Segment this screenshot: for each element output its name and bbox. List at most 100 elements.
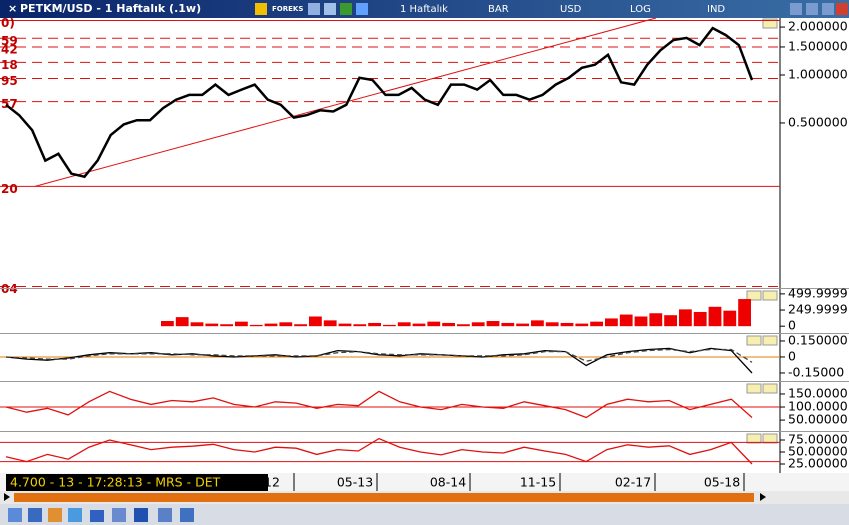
volume-bar	[294, 324, 307, 327]
volume-bar	[161, 321, 174, 327]
tool-icon[interactable]	[112, 508, 126, 522]
volume-bar	[590, 321, 603, 327]
panel-button	[746, 335, 762, 346]
volume-bar	[575, 323, 589, 327]
series-line	[5, 26, 754, 179]
time-label: 12	[264, 475, 280, 490]
volume-bar	[338, 323, 352, 327]
y-tick-label: 25.00000	[788, 456, 848, 471]
volume-bar	[205, 323, 219, 327]
volume-bar	[442, 322, 455, 327]
volume-bar	[397, 322, 411, 327]
level-label: 20	[1, 182, 18, 196]
volume-bar	[353, 324, 367, 327]
volume-bar	[649, 313, 663, 327]
tool-icon[interactable]	[158, 508, 172, 522]
status-box	[6, 474, 268, 491]
level-label: 04	[1, 282, 18, 296]
series-line	[5, 348, 753, 363]
tool-icon[interactable]	[90, 510, 104, 522]
level-label: 42	[1, 42, 18, 56]
volume-bar	[560, 322, 574, 327]
volume-bar	[531, 320, 544, 327]
level-label: 18	[1, 58, 18, 72]
toolbar-icon[interactable]	[255, 3, 267, 15]
panel-button	[762, 18, 778, 29]
volume-bar	[634, 316, 648, 327]
chart-area	[0, 18, 849, 473]
window-title: PETKM/USD - 1 Haftalık (.1w)	[20, 2, 201, 15]
volume-bar	[190, 322, 204, 327]
maximize-button[interactable]	[822, 3, 834, 15]
tool-icon[interactable]	[68, 508, 82, 522]
time-label: 02-17	[615, 475, 651, 490]
title-bar	[0, 0, 849, 18]
toolbar-icon[interactable]	[340, 3, 352, 15]
level-label: 95	[1, 74, 18, 88]
volume-bar	[427, 321, 441, 327]
series-line	[5, 390, 753, 419]
y-tick-label: 0	[788, 348, 796, 363]
volume-bar	[264, 323, 278, 327]
scrollbar-thumb[interactable]	[14, 493, 754, 502]
tool-icon[interactable]	[28, 508, 42, 522]
y-tick-label: 249.9999	[788, 302, 848, 317]
volume-bar	[708, 306, 722, 327]
y-tick-label: 50.00000	[788, 444, 848, 459]
volume-bar	[220, 324, 233, 327]
volume-bar	[457, 324, 470, 327]
toolbar-icon[interactable]	[356, 3, 368, 15]
volume-bar	[501, 322, 515, 327]
toolbar-icon[interactable]	[308, 3, 320, 15]
volume-bar	[412, 323, 426, 327]
volume-bar	[679, 309, 692, 327]
volume-bar	[471, 322, 485, 327]
volume-bar	[738, 299, 751, 327]
volume-bar	[516, 323, 529, 327]
tool-icon[interactable]	[180, 508, 194, 522]
volume-bar	[619, 314, 633, 327]
y-tick-label: 0	[788, 318, 796, 333]
toolbar-item: USD	[560, 4, 582, 15]
toolbar-icon[interactable]	[324, 3, 336, 15]
toolbar-item: IND	[707, 4, 725, 15]
y-tick-label: 0.500000	[788, 114, 848, 129]
level-label: 0)	[1, 16, 15, 30]
volume-bar	[605, 318, 618, 327]
close-button[interactable]	[836, 3, 848, 15]
y-tick-label: 1.000000	[788, 67, 848, 82]
time-label: 05-18	[704, 475, 740, 490]
level-label: 57	[1, 97, 18, 111]
y-tick-label: 1.500000	[788, 38, 848, 53]
restore-button[interactable]	[806, 3, 818, 15]
y-tick-label: 150.0000	[788, 385, 848, 400]
minimize-button[interactable]	[790, 3, 802, 15]
level-label: 59	[1, 34, 18, 48]
volume-bar	[693, 311, 707, 327]
close-icon[interactable]: ×	[8, 2, 17, 15]
tool-icon[interactable]	[48, 508, 62, 522]
toolbar-item: 1 Haftalık	[400, 4, 448, 15]
y-tick-label: 0.150000	[788, 332, 848, 347]
y-tick-label: 100.0000	[788, 399, 848, 414]
y-tick-label: 499.9999	[788, 285, 848, 300]
volume-bar	[664, 315, 677, 327]
toolbar-item: BAR	[488, 4, 509, 15]
bottom-icons	[8, 508, 194, 522]
y-tick-label: 75.00000	[788, 432, 848, 447]
panel-button	[746, 433, 762, 444]
tool-icon[interactable]	[134, 508, 148, 522]
time-label: 11-15	[520, 475, 556, 490]
volume-bar	[235, 321, 248, 327]
toolbar-item: FOREKS	[272, 5, 303, 13]
panel-button	[746, 383, 762, 394]
time-label: 05-13	[337, 475, 373, 490]
volume-bar	[323, 320, 337, 327]
panel-close	[762, 433, 778, 444]
volume-bar	[723, 310, 737, 327]
trend-line	[34, 17, 657, 187]
volume-bar	[279, 322, 293, 327]
panel-close	[762, 290, 778, 301]
tool-icon[interactable]	[8, 508, 22, 522]
